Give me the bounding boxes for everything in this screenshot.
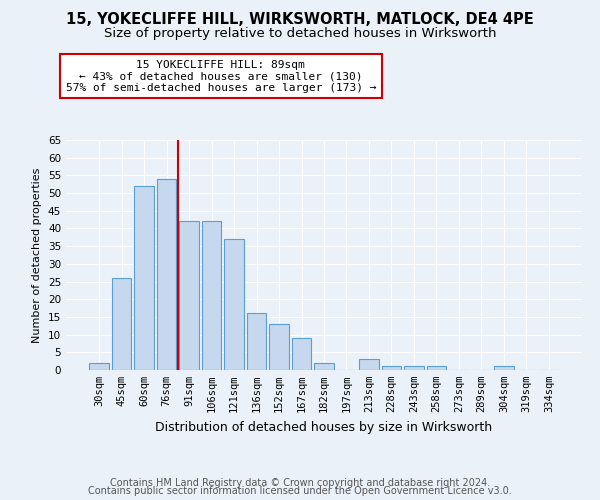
Text: Contains HM Land Registry data © Crown copyright and database right 2024.: Contains HM Land Registry data © Crown c… bbox=[110, 478, 490, 488]
Bar bbox=[404, 366, 424, 370]
Text: Contains public sector information licensed under the Open Government Licence v3: Contains public sector information licen… bbox=[88, 486, 512, 496]
Bar bbox=[314, 363, 334, 370]
Bar bbox=[292, 338, 311, 370]
Y-axis label: Number of detached properties: Number of detached properties bbox=[32, 168, 43, 342]
Bar bbox=[134, 186, 154, 370]
Bar bbox=[382, 366, 401, 370]
Bar bbox=[89, 363, 109, 370]
Bar bbox=[179, 222, 199, 370]
X-axis label: Distribution of detached houses by size in Wirksworth: Distribution of detached houses by size … bbox=[155, 420, 493, 434]
Text: Size of property relative to detached houses in Wirksworth: Size of property relative to detached ho… bbox=[104, 28, 496, 40]
Bar bbox=[427, 366, 446, 370]
Bar bbox=[112, 278, 131, 370]
Bar bbox=[224, 239, 244, 370]
Text: 15 YOKECLIFFE HILL: 89sqm
← 43% of detached houses are smaller (130)
57% of semi: 15 YOKECLIFFE HILL: 89sqm ← 43% of detac… bbox=[65, 60, 376, 92]
Text: 15, YOKECLIFFE HILL, WIRKSWORTH, MATLOCK, DE4 4PE: 15, YOKECLIFFE HILL, WIRKSWORTH, MATLOCK… bbox=[66, 12, 534, 28]
Bar bbox=[157, 179, 176, 370]
Bar bbox=[202, 222, 221, 370]
Bar bbox=[247, 314, 266, 370]
Bar bbox=[359, 360, 379, 370]
Bar bbox=[269, 324, 289, 370]
Bar bbox=[494, 366, 514, 370]
